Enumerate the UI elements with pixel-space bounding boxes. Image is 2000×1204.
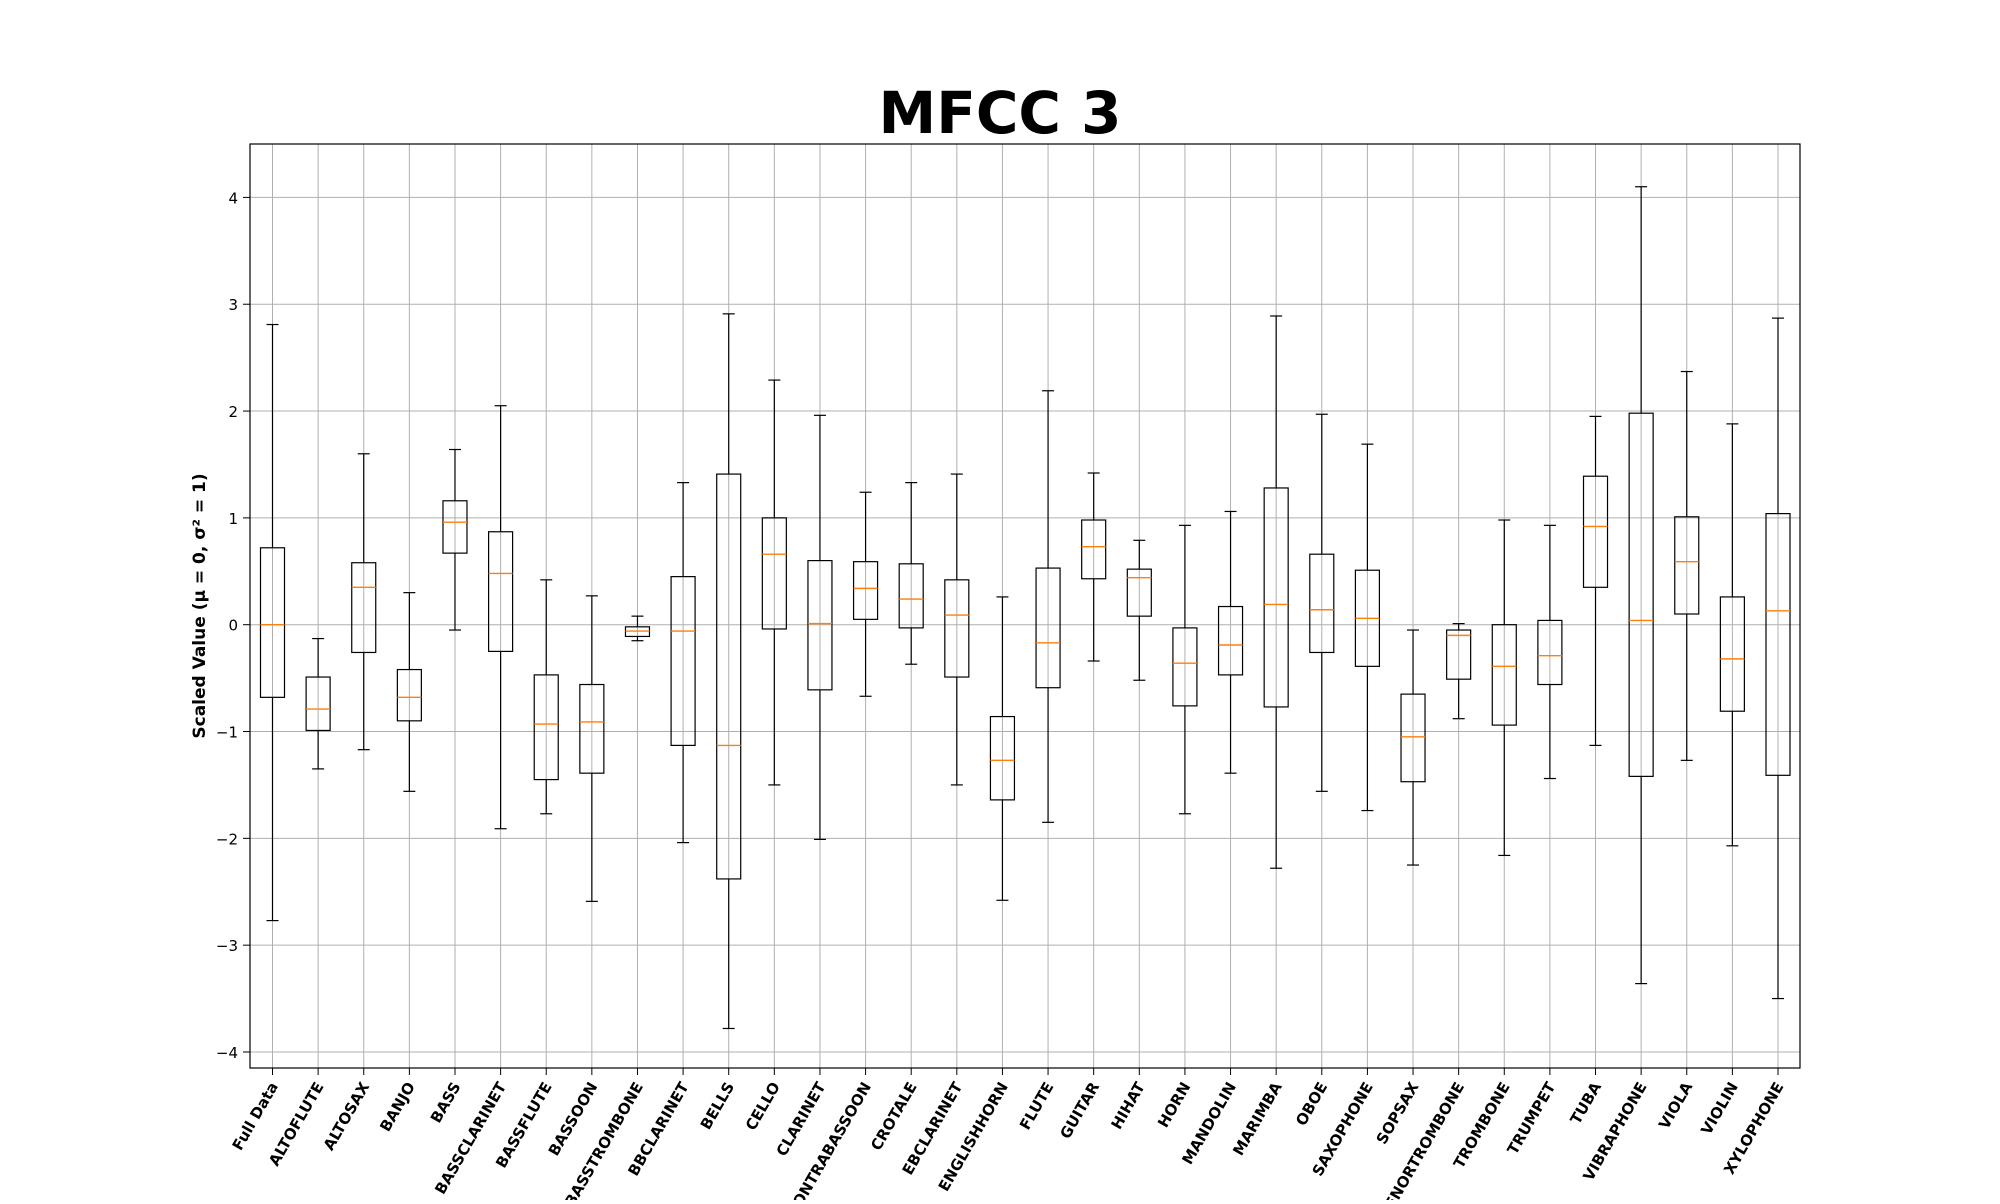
x-tick-label: GUITAR: [1056, 1079, 1103, 1142]
y-tick-label: 0: [228, 617, 238, 635]
x-tick-label: BASS: [427, 1079, 465, 1126]
y-tick-label: −4: [216, 1044, 238, 1062]
iqr-box: [1217, 605, 1244, 676]
x-tick-label: BELLS: [697, 1079, 738, 1133]
iqr-box: [579, 683, 605, 774]
x-tick-label: FLUTE: [1016, 1079, 1058, 1133]
y-tick-label: 4: [228, 189, 238, 207]
y-tick-label: 1: [228, 510, 238, 528]
y-tick-label: −3: [216, 937, 238, 955]
iqr-box: [1446, 629, 1472, 680]
iqr-box: [351, 562, 377, 654]
iqr-box: [989, 715, 1016, 801]
iqr-box: [1537, 619, 1563, 686]
x-tick-label: OBOE: [1292, 1079, 1331, 1129]
iqr-box: [305, 676, 331, 732]
iqr-box: [1263, 487, 1289, 708]
x-tick-label: ALTOSAX: [320, 1079, 374, 1154]
y-tick-label: 3: [228, 296, 238, 314]
x-tick-label: CELLO: [742, 1079, 784, 1134]
iqr-box: [670, 576, 696, 747]
iqr-box: [944, 579, 970, 678]
iqr-box: [1309, 553, 1335, 654]
y-axis-label: Scaled Value (μ = 0, σ² = 1): [190, 473, 210, 738]
chart-title: MFCC 3: [878, 79, 1122, 147]
x-tick-label: BASSTROMBONE: [561, 1079, 647, 1200]
x-tick-label: VIOLIN: [1697, 1079, 1741, 1138]
iqr-box: [852, 561, 879, 620]
x-tick-label: TUBA: [1567, 1079, 1606, 1128]
iqr-box: [1491, 624, 1517, 726]
iqr-box: [807, 560, 833, 691]
x-tick-label: VIOLA: [1655, 1079, 1696, 1133]
iqr-box: [1582, 475, 1609, 588]
y-tick-label: 2: [228, 403, 238, 421]
iqr-box: [1081, 519, 1107, 580]
x-tick-label: HORN: [1154, 1079, 1194, 1131]
y-tick-label: −1: [216, 724, 238, 742]
x-tick-label: CROTALE: [867, 1079, 920, 1154]
iqr-box: [761, 517, 787, 630]
iqr-box: [488, 531, 514, 652]
y-tick-label: −2: [216, 830, 238, 848]
x-tick-label: SOPSAX: [1373, 1079, 1423, 1148]
x-tick-label: Full Data: [229, 1079, 282, 1153]
iqr-box: [716, 473, 742, 880]
iqr-box: [1172, 627, 1198, 707]
iqr-box: [396, 668, 422, 722]
plot-frame: [249, 143, 1801, 1069]
iqr-box: [898, 563, 924, 629]
iqr-box: [1400, 693, 1426, 783]
iqr-box: [442, 500, 468, 554]
iqr-box: [1628, 412, 1654, 777]
iqr-box: [1719, 596, 1745, 712]
iqr-box: [1126, 568, 1152, 617]
iqr-box: [1035, 567, 1061, 689]
x-tick-label: BANJO: [376, 1079, 419, 1135]
x-tick-label: HIHAT: [1107, 1078, 1149, 1132]
iqr-box: [533, 674, 559, 781]
iqr-box: [259, 547, 286, 698]
iqr-box: [1674, 516, 1700, 615]
iqr-box: [1765, 512, 1791, 776]
